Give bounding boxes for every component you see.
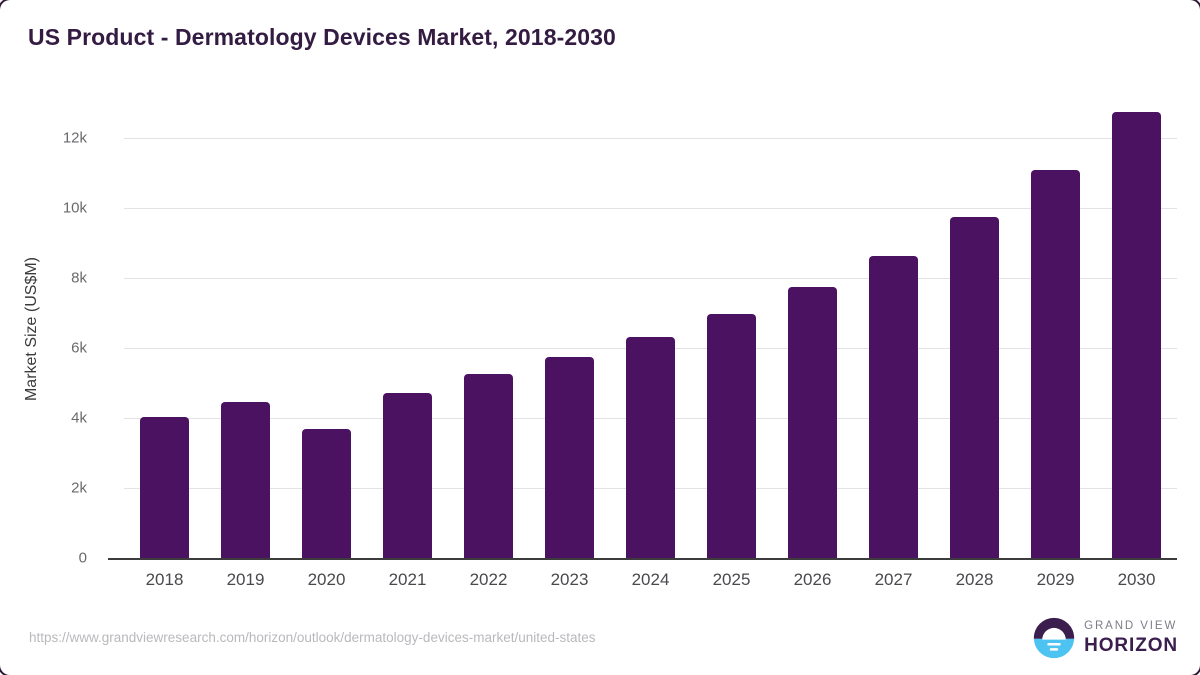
logo-top-text: GRAND VIEW [1084, 620, 1178, 633]
x-tick-label-2025: 2025 [712, 570, 751, 589]
source-url[interactable]: https://www.grandviewresearch.com/horizo… [29, 630, 596, 645]
grand-view-horizon-logo[interactable]: GRAND VIEW HORIZON [1033, 617, 1178, 659]
logo-text: GRAND VIEW HORIZON [1084, 621, 1178, 655]
y-tick-label: 0 [78, 549, 87, 567]
y-tick-label: 12k [62, 129, 87, 147]
bar-2021[interactable] [383, 393, 432, 558]
x-tick-label-2019: 2019 [226, 570, 265, 589]
y-tick-label: 10k [62, 199, 87, 217]
grand-view-horizon-circle-icon [1033, 617, 1075, 659]
x-tick-label-2026: 2026 [793, 570, 832, 589]
bar-2027[interactable] [869, 255, 918, 558]
x-tick-label-2027: 2027 [874, 570, 913, 589]
gridline [124, 208, 1177, 210]
x-tick-label-2030: 2030 [1117, 570, 1156, 589]
bar-2029[interactable] [1031, 169, 1080, 558]
y-tick-label: 4k [71, 409, 87, 427]
y-tick-label: 8k [71, 269, 87, 287]
x-tick-label-2024: 2024 [631, 570, 670, 589]
bar-2025[interactable] [707, 314, 756, 558]
bar-2023[interactable] [545, 356, 594, 558]
bar-2028[interactable] [950, 217, 999, 558]
y-tick-label: 6k [71, 339, 87, 357]
bar-2024[interactable] [626, 337, 675, 558]
x-tick-label-2022: 2022 [469, 570, 508, 589]
bar-2022[interactable] [464, 373, 513, 558]
bar-2030[interactable] [1112, 112, 1161, 558]
gridline [124, 278, 1177, 280]
x-tick-label-2021: 2021 [388, 570, 427, 589]
bar-2020[interactable] [302, 429, 351, 558]
x-tick-label-2023: 2023 [550, 570, 589, 589]
page-title: US Product - Dermatology Devices Market,… [28, 24, 616, 50]
x-axis-line [108, 558, 1177, 560]
plot-area: 0 2k 4k 6k 8k 10k 12k [63, 100, 1177, 567]
bar-2018[interactable] [140, 417, 189, 558]
gridline [124, 138, 1177, 140]
bar-2019[interactable] [221, 402, 270, 558]
x-tick-label-2028: 2028 [955, 570, 994, 589]
logo-bottom-text: HORIZON [1084, 634, 1178, 656]
x-tick-label-2018: 2018 [145, 570, 184, 589]
x-tick-label-2020: 2020 [307, 570, 346, 589]
y-tick-label: 2k [71, 479, 87, 497]
x-tick-label-2029: 2029 [1036, 570, 1075, 589]
bar-2026[interactable] [788, 287, 837, 558]
